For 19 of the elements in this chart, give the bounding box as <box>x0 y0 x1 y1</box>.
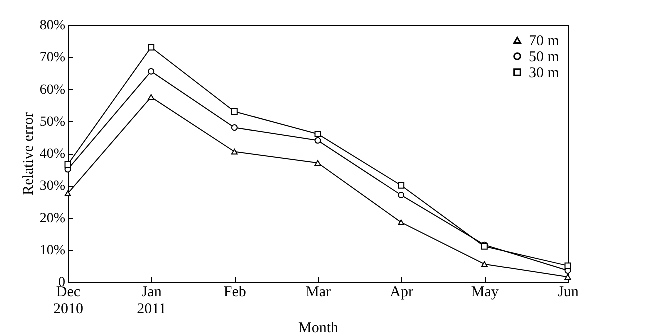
y-tick-label: 70% <box>40 50 66 66</box>
y-tick-label: 50% <box>40 114 66 130</box>
y-tick-label: 60% <box>40 82 66 98</box>
x-tick-label: Apr <box>390 284 414 300</box>
x-tick-label: Jun <box>558 284 580 300</box>
x-tick-label: Feb <box>224 284 246 300</box>
x-tick-label: May <box>471 284 500 300</box>
x-tick-label: Mar <box>306 284 331 300</box>
y-tick-label: 40% <box>40 147 66 162</box>
y-tick-label: 80% <box>40 18 66 34</box>
x-tick-label: Jan 2011 <box>137 284 167 318</box>
y-axis-title: Relative error <box>20 112 37 196</box>
y-tick-label: 10% <box>40 243 66 258</box>
y-tick-label: 30% <box>40 179 66 194</box>
x-axis-title: Month <box>298 320 339 336</box>
legend-label: 50 m <box>529 50 560 66</box>
legend-label: 70 m <box>529 34 560 50</box>
y-tick-label: 20% <box>40 211 66 226</box>
legend-label: 30 m <box>529 66 560 82</box>
